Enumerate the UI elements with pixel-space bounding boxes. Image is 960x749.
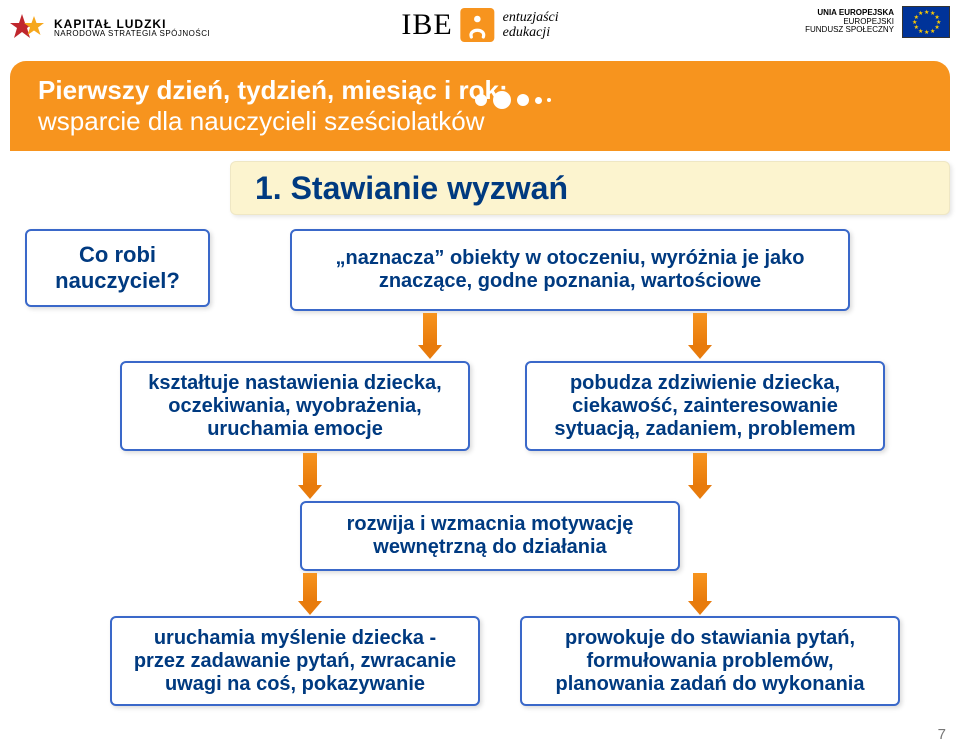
arrow-1: [690, 313, 710, 359]
arrow-3: [690, 453, 710, 499]
arrow-0: [420, 313, 440, 359]
section-header-line2: wsparcie dla nauczycieli sześciolatków: [38, 106, 922, 137]
kapital-ludzki-logo: KAPITAŁ LUDZKI NARODOWA STRATEGIA SPÓJNO…: [10, 10, 210, 46]
ibe-square-icon: [461, 8, 495, 42]
box-q: Co robi nauczyciel?: [25, 229, 210, 307]
kl-star-icon: [10, 10, 46, 46]
box-b2: pobudza zdziwienie dziecka, ciekawość, z…: [525, 361, 885, 451]
diagram-title-bar: 1. Stawianie wyzwań: [230, 161, 950, 215]
eu-text: UNIA EUROPEJSKA EUROPEJSKI FUNDUSZ SPOŁE…: [805, 9, 894, 35]
box-c2: prowokuje do stawiania pytań, formułowan…: [520, 616, 900, 706]
box-b1: kształtuje nastawienia dziecka, oczekiwa…: [120, 361, 470, 451]
diagram: 1. Stawianie wyzwań Co robi nauczyciel? „…: [0, 151, 960, 721]
box-c1: uruchamia myślenie dziecka - przez zadaw…: [110, 616, 480, 706]
arrow-2: [300, 453, 320, 499]
ibe-slogan: entuzjaści edukacji: [503, 10, 559, 41]
arrow-4: [300, 573, 320, 615]
page-number: 7: [938, 726, 946, 743]
box-mid: rozwija i wzmacnia motywację wewnętrzną …: [300, 501, 680, 571]
logo-header: KAPITAŁ LUDZKI NARODOWA STRATEGIA SPÓJNO…: [0, 0, 960, 55]
eu-flag-icon: ★★★★★★★★★★★★: [902, 6, 950, 38]
ibe-logo: IBE entuzjaści edukacji: [401, 8, 558, 42]
ibe-slogan-2: edukacji: [503, 25, 559, 40]
slide: KAPITAŁ LUDZKI NARODOWA STRATEGIA SPÓJNO…: [0, 0, 960, 749]
ibe-word: IBE: [401, 8, 452, 42]
diagram-title-text: 1. Stawianie wyzwań: [255, 170, 568, 207]
eu-line3: FUNDUSZ SPOŁECZNY: [805, 26, 894, 35]
section-header: Pierwszy dzień, tydzień, miesiąc i rok: …: [10, 61, 950, 151]
ibe-slogan-1: entuzjaści: [503, 10, 559, 25]
eu-logo: UNIA EUROPEJSKA EUROPEJSKI FUNDUSZ SPOŁE…: [805, 6, 950, 38]
box-def: „naznacza” obiekty w otoczeniu, wyróżnia…: [290, 229, 850, 311]
kl-text: KAPITAŁ LUDZKI NARODOWA STRATEGIA SPÓJNO…: [54, 18, 210, 39]
arrow-5: [690, 573, 710, 615]
kl-line2: NARODOWA STRATEGIA SPÓJNOŚCI: [54, 30, 210, 38]
decorative-dots: [475, 91, 551, 109]
